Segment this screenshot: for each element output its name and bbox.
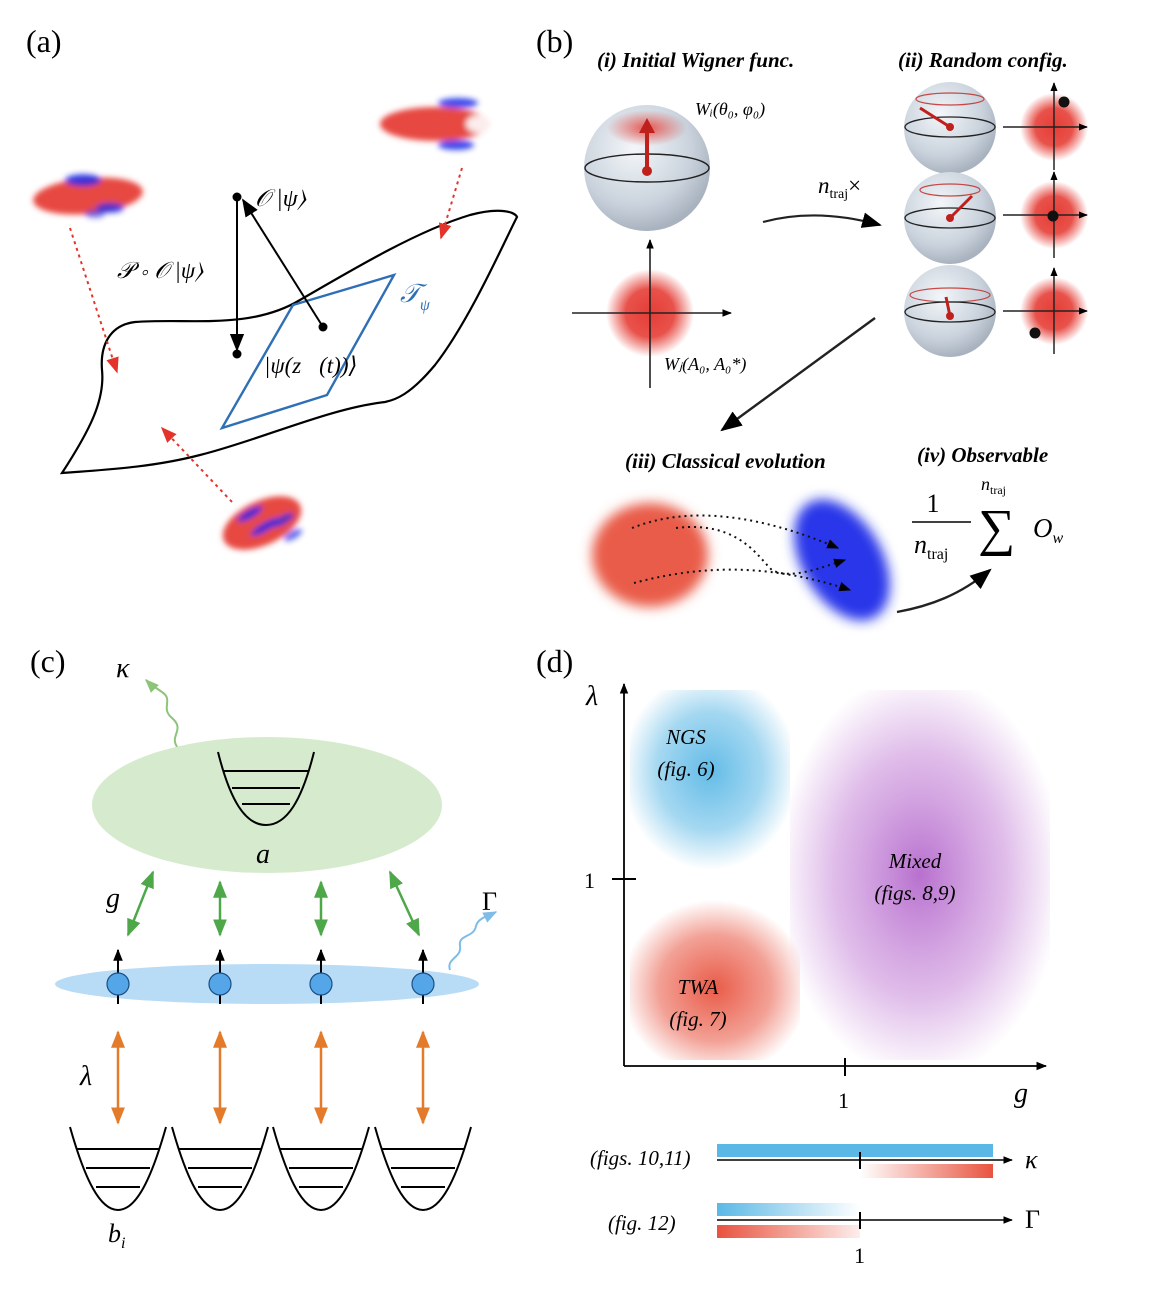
wigner-arrow-topleft [69, 227, 119, 374]
initial-boson-wigner [572, 239, 732, 388]
gamma-ngs-bar [717, 1203, 860, 1216]
panel-d-label: (d) [536, 643, 573, 679]
step-iii-caption: (iii) Classical evolution [625, 449, 826, 473]
formula-observable: Ow [1033, 513, 1064, 547]
region-ngs [630, 690, 790, 870]
spin-ensemble-band [55, 964, 479, 1004]
operator-arrow [242, 198, 324, 328]
lambda-axis-label: λ [585, 681, 598, 712]
wigner-boson-label: Wⱼ(A₀, A₀*) [664, 354, 746, 375]
random-config-1 [904, 82, 1088, 174]
evolution-arrow [720, 317, 876, 432]
kappa-axis-label: κ [1025, 1145, 1038, 1174]
step-iv-caption: (iv) Observable [917, 443, 1048, 467]
step-ii-caption: (ii) Random config. [898, 48, 1068, 72]
evolution-final-blob [794, 499, 890, 621]
wigner-blob-topright [380, 98, 494, 150]
observable-formula: 1 ntraj ntraj ∑ Ow [912, 474, 1064, 563]
ngs-label: NGS (fig. 6) [657, 725, 714, 781]
g-tick-label: 1 [838, 1088, 849, 1113]
cavity-label: a [256, 839, 270, 870]
gamma-twa-bar [717, 1225, 860, 1238]
wigner-blob-bottom [222, 496, 302, 550]
region-mixed [790, 690, 1050, 1060]
spin-decay-label: Γ [482, 887, 497, 916]
g-axis-label: g [1014, 1078, 1028, 1109]
operator-point [232, 192, 242, 202]
panel-a: (a) 𝒯ψ 𝒪 |ψ⟩ 𝒫 ∘ 𝒪 |ψ⟩ |ψ(z⃗(t))⟩ [26, 23, 519, 550]
observable-arrow [896, 568, 992, 614]
wigner-spin-label: Wᵢ(θ₀, φ₀) [695, 99, 765, 120]
trajectory-3 [633, 568, 852, 592]
coupling-lambda-label: λ [79, 1061, 92, 1092]
ket-O-label: 𝒪 |ψ⟩ [255, 186, 307, 212]
panel-b-label: (b) [536, 23, 573, 59]
wigner-arrow-bottom [160, 426, 233, 503]
cavity-loss-arrow [145, 679, 179, 749]
spin-decay-arrow [448, 911, 498, 971]
region-twa [630, 900, 800, 1060]
random-config-3 [904, 265, 1088, 357]
panel-c-label: (c) [30, 643, 66, 679]
formula-sum-limit: ntraj [981, 474, 1006, 497]
panel-b: (b) (i) Initial Wigner func. (ii) Random… [536, 23, 1088, 621]
formula-denominator: ntraj [914, 530, 948, 563]
sampling-arrow [762, 212, 882, 228]
region-layer [630, 690, 1050, 1060]
wigner-blob-topleft [33, 174, 143, 218]
state-label: |ψ(z⃗(t))⟩ [264, 353, 357, 378]
random-config-2 [904, 171, 1088, 264]
wigner-arrow-topright [439, 167, 463, 240]
panel-a-label: (a) [26, 23, 62, 59]
coupling-arrow-4 [388, 870, 421, 937]
manifold-surface [59, 209, 519, 475]
spin-sites [106, 948, 435, 1004]
projected-point [232, 349, 242, 359]
evolution-initial-blob [592, 503, 708, 607]
gamma-tick-label: 1 [854, 1243, 865, 1268]
formula-one: 1 [927, 489, 940, 518]
step-i-caption: (i) Initial Wigner func. [597, 48, 794, 72]
lambda-tick-label: 1 [584, 868, 595, 893]
initial-bloch-sphere [584, 105, 710, 231]
formula-sum: ∑ [978, 500, 1015, 557]
cavity-potential-well [217, 751, 315, 827]
mixed-label: Mixed (figs. 8,9) [874, 849, 955, 905]
twa-label: TWA (fig. 7) [669, 975, 726, 1031]
panel-d: (d) λ g 1 1 NGS (fig. 6) TWA (fig. 7) Mixe… [536, 643, 1050, 1268]
kappa-ngs-bar [717, 1144, 993, 1157]
bath-wells [69, 1126, 472, 1212]
trajectory-2 [675, 525, 847, 575]
bath-label: bi [108, 1219, 125, 1252]
coupling-g-label: g [106, 883, 120, 914]
state-point [318, 322, 328, 332]
ntraj-times-label: ntraj× [818, 173, 861, 202]
kappa-twa-bar [860, 1164, 993, 1178]
trajectory-1 [631, 514, 840, 549]
tangent-plane [219, 273, 397, 431]
coupling-arrow-1 [126, 870, 155, 937]
kappa-bar-caption: (figs. 10,11) [590, 1146, 691, 1170]
ket-PO-label: 𝒫 ∘ 𝒪 |ψ⟩ [117, 258, 204, 283]
panel-c: (c) κ a g Γ λ [30, 643, 498, 1252]
tangent-plane-label: 𝒯ψ [400, 279, 431, 314]
gamma-axis-label: Γ [1025, 1205, 1040, 1234]
cavity-loss-label: κ [116, 653, 130, 684]
gamma-bar-caption: (fig. 12) [608, 1211, 676, 1235]
